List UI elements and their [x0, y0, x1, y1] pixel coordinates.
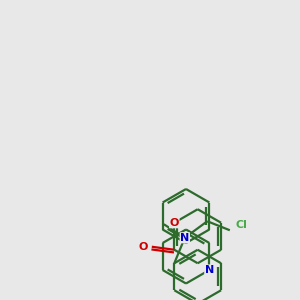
Text: O: O	[139, 242, 148, 252]
Text: N: N	[205, 265, 214, 275]
Text: O: O	[169, 218, 179, 228]
Text: N: N	[180, 233, 189, 243]
Text: Cl: Cl	[235, 220, 247, 230]
